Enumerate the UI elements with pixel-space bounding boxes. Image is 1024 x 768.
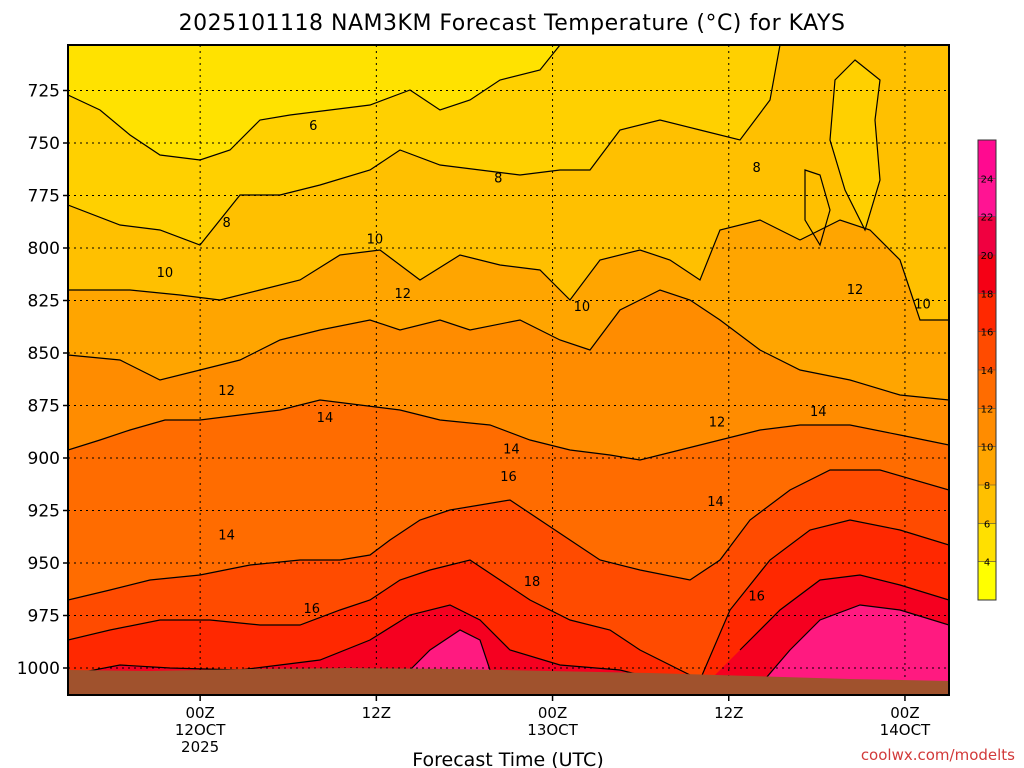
contour-label: 12: [709, 415, 726, 430]
contour-16: [68, 469, 949, 601]
colorbar-label: 16: [981, 328, 994, 339]
colorbar-label: 4: [984, 558, 990, 569]
y-tick-label: 925: [28, 502, 60, 522]
colorbar-label: 8: [984, 481, 990, 492]
contour-label: 12: [847, 283, 864, 298]
y-tick-label: 1000: [17, 659, 60, 679]
colorbar-label: 18: [981, 289, 994, 300]
plot-area: [68, 45, 949, 695]
colorbar-swatch: [978, 216, 996, 255]
plot-frame: [67, 44, 950, 696]
contour-label: 16: [748, 590, 765, 605]
x-tick-label: 12Z: [714, 704, 743, 722]
y-tick-label: 825: [28, 292, 60, 312]
chart-title: 2025101118 NAM3KM Forecast Temperature (…: [179, 11, 846, 36]
contour-8: [68, 45, 781, 246]
contour-label: 8: [494, 172, 502, 187]
band-4-6: [68, 45, 560, 160]
contour-label: 12: [395, 287, 412, 302]
contour-label: 14: [317, 411, 334, 426]
contour-label: 10: [574, 300, 591, 315]
y-tick-label: 900: [28, 449, 60, 469]
contour-label: 14: [503, 443, 520, 458]
x-tick-year: 2025: [181, 738, 219, 756]
contour-label: 12: [218, 384, 235, 399]
contour-label: 10: [157, 266, 174, 281]
colorbar-swatch: [978, 561, 996, 600]
colorbar-swatch: [978, 255, 996, 294]
contour-6: [68, 45, 561, 161]
colorbar-swatch: [978, 370, 996, 409]
colorbar-label: 20: [981, 251, 994, 262]
x-axis-label: Forecast Time (UTC): [412, 749, 603, 768]
contour-label: 16: [303, 602, 320, 617]
contour-10: [68, 219, 949, 321]
colorbar-label: 14: [981, 366, 994, 377]
contour-18: [68, 519, 949, 681]
y-tick-label: 850: [28, 344, 60, 364]
y-tick-label: 875: [28, 397, 60, 417]
colorbar: 4 6 8 10 12 14 16 18 20 22 24: [977, 139, 997, 601]
colorbar-swatch: [978, 331, 996, 370]
colorbar-swatch: [978, 140, 996, 179]
contour-label: 18: [524, 575, 541, 590]
colorbar-swatch: [978, 523, 996, 562]
colorbar-swatch: [978, 293, 996, 332]
contour-12: [68, 289, 949, 401]
contour-label: 8: [222, 216, 230, 231]
contour-label: 10: [914, 298, 931, 313]
y-tick-label: 775: [28, 187, 60, 207]
colorbar-swatch: [978, 178, 996, 217]
colorbar-swatch: [978, 446, 996, 485]
colorbar-swatch: [978, 485, 996, 524]
contour-label: 14: [218, 529, 235, 544]
band-22-24: [400, 605, 949, 695]
colorbar-label: 24: [981, 174, 994, 185]
contour-label: 14: [810, 405, 827, 420]
colorbar-swatch: [978, 408, 996, 447]
colorbar-label: 22: [981, 213, 994, 224]
contour-label: 16: [500, 470, 517, 485]
contour-label: 14: [707, 495, 724, 510]
y-tick-label: 750: [28, 134, 60, 154]
x-tick-date: 12OCT: [175, 721, 226, 739]
x-tick-label: 00Z: [538, 704, 567, 722]
y-tick-label: 975: [28, 607, 60, 627]
colorbar-label: 12: [981, 404, 994, 415]
y-axis: 725 750 775 800 825 850 875 900 925 950 975 1000: [17, 82, 68, 679]
y-tick-label: 725: [28, 82, 60, 102]
grid-lines: [68, 45, 949, 695]
contour-label: 8: [753, 161, 761, 176]
x-tick-date: 13OCT: [527, 721, 578, 739]
contour-label: 6: [309, 119, 317, 134]
y-tick-label: 950: [28, 554, 60, 574]
contour-14: [68, 399, 949, 461]
contour-10-b: [829, 59, 881, 232]
x-tick-label: 00Z: [185, 704, 214, 722]
contour-labels: 6 8 8 8 10 10 10 10 12 12 12 12 14 14 14 14 14 16 16 16 18: [157, 119, 931, 617]
x-tick-date: 14OCT: [880, 721, 931, 739]
x-tick-label: 12Z: [362, 704, 391, 722]
contour-label: 10: [367, 233, 384, 248]
colorbar-label: 10: [981, 443, 994, 454]
colorbar-label: 6: [984, 519, 990, 530]
credit-annotation: coolwx.com/modelts: [861, 746, 1015, 764]
y-tick-label: 800: [28, 239, 60, 259]
x-tick-label: 00Z: [890, 704, 919, 722]
terrain: [68, 668, 949, 695]
